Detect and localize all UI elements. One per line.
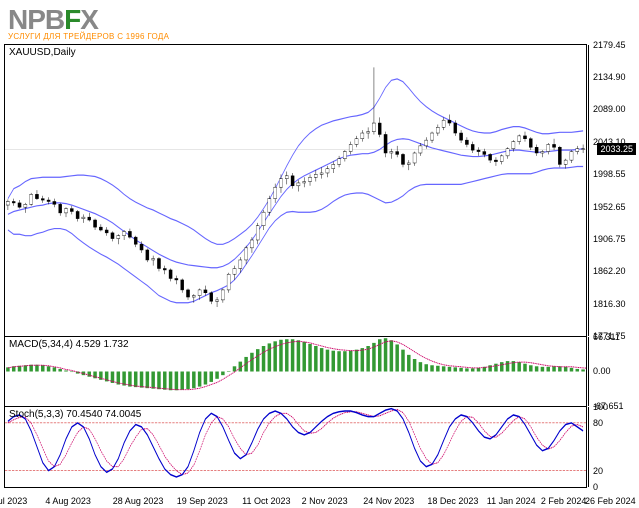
- logo-x: X: [80, 4, 98, 35]
- logo-npb: NPB: [8, 4, 64, 35]
- symbol-label: XAUUSD,Daily: [9, 47, 76, 58]
- price-panel[interactable]: XAUUSD,Daily 2179.452134.902089.002043.1…: [5, 45, 586, 337]
- logo-f: F: [64, 4, 80, 35]
- price-chart: [5, 45, 586, 336]
- macd-y-axis: 66.3110.00-67.651: [588, 337, 636, 407]
- time-x-axis: 13 Jul 20234 Aug 202328 Aug 202319 Sep 2…: [4, 490, 587, 506]
- price-y-axis: 2179.452134.902089.002043.101998.551952.…: [588, 45, 636, 336]
- chart-area[interactable]: XAUUSD,Daily 2179.452134.902089.002043.1…: [4, 44, 587, 488]
- stoch-label: Stoch(5,3,3) 70.4540 74.0045: [9, 409, 141, 420]
- macd-label: MACD(5,34,4) 4.529 1.732: [9, 339, 129, 350]
- current-price-box: 2033.25: [597, 143, 636, 155]
- macd-panel[interactable]: MACD(5,34,4) 4.529 1.732 66.3110.00-67.6…: [5, 337, 586, 408]
- logo-subtitle: УСЛУГИ ДЛЯ ТРЕЙДЕРОВ С 1996 ГОДА: [8, 32, 169, 41]
- stoch-panel[interactable]: Stoch(5,3,3) 70.4540 74.0045 10080200: [5, 407, 586, 487]
- stoch-y-axis: 10080200: [588, 407, 636, 487]
- logo: NPBFX УСЛУГИ ДЛЯ ТРЕЙДЕРОВ С 1996 ГОДА: [8, 4, 169, 41]
